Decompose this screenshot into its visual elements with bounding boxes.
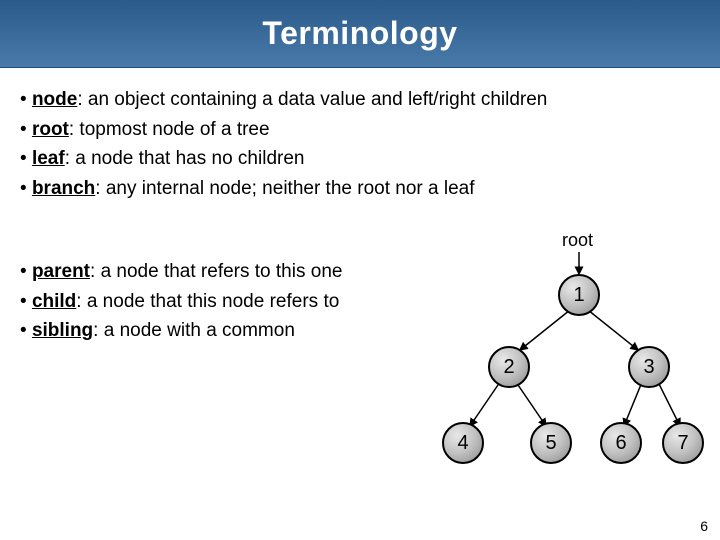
tree-node-5: 5: [530, 422, 572, 464]
term-root: root: [32, 119, 69, 140]
page-number: 6: [700, 518, 708, 534]
tree-edge: [516, 382, 546, 426]
def-child: : a node that this node refers to: [76, 291, 339, 312]
slide-title: Terminology: [262, 15, 457, 52]
top-bullet-list: node: an object containing a data value …: [20, 86, 700, 202]
term-node: node: [32, 89, 77, 110]
term-child: child: [32, 291, 76, 312]
tree-node-3: 3: [628, 346, 670, 388]
tree-diagram: root 1234567: [430, 230, 710, 490]
def-sibling: : a node with a common: [93, 320, 295, 341]
lower-bullet-list: parent: a node that refers to this one c…: [20, 258, 342, 347]
def-leaf: : a node that has no children: [65, 148, 305, 169]
bullet-branch: branch: any internal node; neither the r…: [20, 175, 700, 203]
def-branch: : any internal node; neither the root no…: [95, 178, 474, 199]
term-leaf: leaf: [32, 148, 65, 169]
bullet-leaf: leaf: a node that has no children: [20, 145, 700, 173]
bullet-child: child: a node that this node refers to: [20, 288, 342, 316]
def-node: : an object containing a data value and …: [77, 89, 547, 110]
tree-node-6: 6: [600, 422, 642, 464]
term-branch: branch: [32, 178, 95, 199]
tree-node-2: 2: [488, 346, 530, 388]
tree-node-4: 4: [442, 422, 484, 464]
tree-edge: [470, 382, 500, 426]
tree-node-7: 7: [662, 422, 704, 464]
tree-edge: [624, 382, 642, 426]
tree-node-1: 1: [558, 274, 600, 316]
tree-edge: [520, 310, 570, 350]
bullet-parent: parent: a node that refers to this one: [20, 258, 342, 286]
bullet-sibling: sibling: a node with a common: [20, 317, 342, 345]
tree-edge: [658, 382, 680, 426]
bullet-node: node: an object containing a data value …: [20, 86, 700, 114]
term-sibling: sibling: [32, 320, 93, 341]
tree-edge: [588, 310, 638, 350]
term-parent: parent: [32, 261, 90, 282]
bullet-root: root: topmost node of a tree: [20, 116, 700, 144]
def-root: : topmost node of a tree: [69, 119, 270, 140]
def-parent: : a node that refers to this one: [90, 261, 342, 282]
title-bar: Terminology: [0, 0, 720, 68]
